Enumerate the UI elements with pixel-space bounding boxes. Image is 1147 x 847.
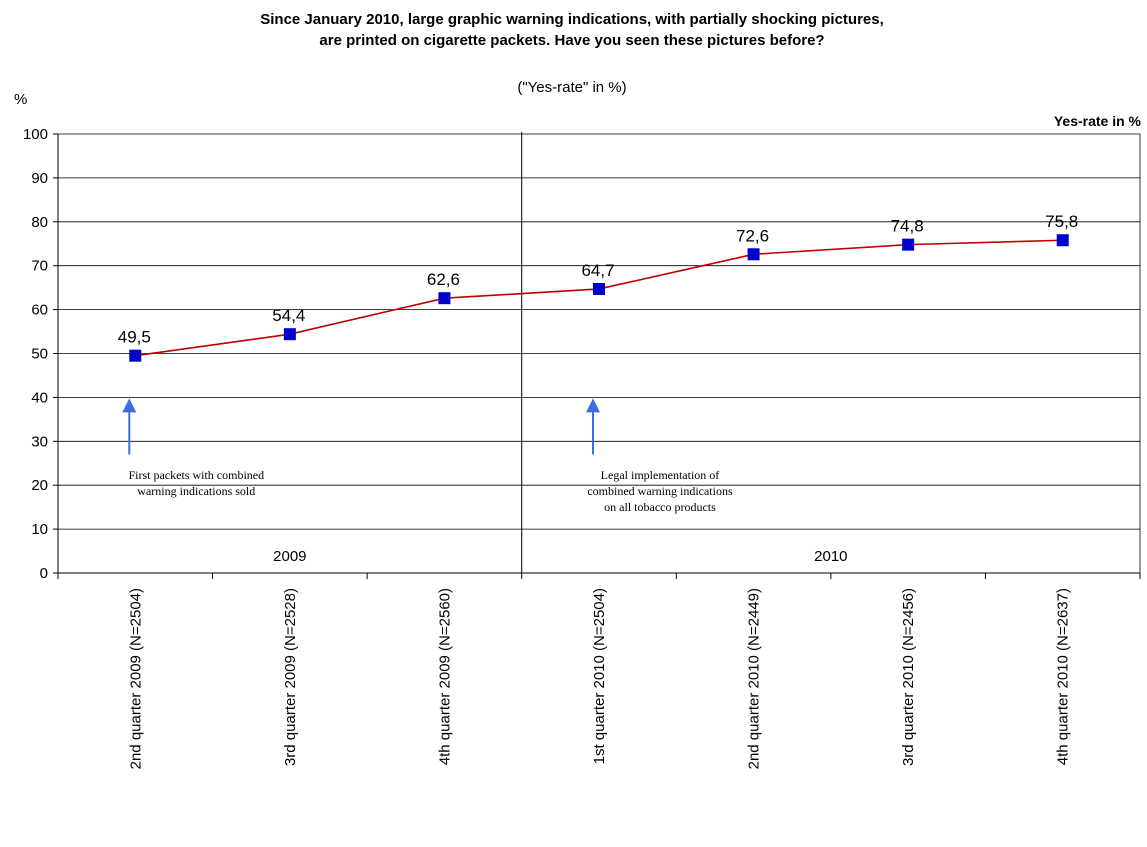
x-tick-label: 4th quarter 2009 (N=2560)	[436, 588, 453, 765]
annotation-text-line: Legal implementation of	[601, 468, 720, 482]
yes-rate-series: 49,5 54,4 62,6 64,7 72,6 74,8 75,8	[118, 212, 1078, 362]
year-groups: 2009 2010	[273, 132, 848, 573]
y-axis: 0 10 20 30 40 50 60 70 80 90 100	[23, 126, 59, 582]
gridlines	[58, 133, 1141, 573]
y-tick-label: 40	[31, 389, 48, 406]
x-tick-label: 3rd quarter 2010 (N=2456)	[900, 588, 917, 766]
data-point	[129, 349, 142, 362]
chart-subtitle: ("Yes-rate" in %)	[517, 79, 626, 96]
annotation-arrow-head	[586, 398, 600, 413]
annotations: First packets with combined warning indic…	[122, 398, 733, 514]
y-tick-label: 60	[31, 302, 48, 319]
data-point	[747, 248, 760, 261]
data-label: 74,8	[891, 217, 924, 236]
y-axis-unit-label: %	[14, 91, 27, 108]
data-label: 64,7	[581, 261, 614, 280]
y-tick-label: 70	[31, 258, 48, 275]
data-point	[593, 282, 605, 295]
data-label: 72,6	[736, 226, 769, 245]
x-tick-label: 2nd quarter 2010 (N=2449)	[746, 588, 763, 769]
annotation-text-line: warning indications sold	[137, 484, 255, 498]
data-label: 75,8	[1045, 212, 1078, 231]
data-point	[902, 238, 915, 251]
x-axis: 2nd quarter 2009 (N=2504) 3rd quarter 200…	[57, 572, 1141, 769]
data-point	[1056, 234, 1069, 247]
data-point	[438, 292, 451, 305]
annotation-text-line: on all tobacco products	[604, 500, 716, 514]
annotation-text-line: First packets with combined	[128, 468, 264, 482]
data-label: 49,5	[118, 328, 151, 347]
y-tick-label: 90	[31, 170, 48, 187]
y-tick-label: 30	[31, 433, 48, 450]
y-tick-label: 0	[40, 565, 48, 582]
y-tick-label: 10	[31, 521, 48, 538]
series-line	[135, 239, 1063, 357]
data-label: 54,4	[272, 306, 305, 325]
annotation: First packets with combined warning indic…	[122, 398, 264, 498]
chart-title-line-1: Since January 2010, large graphic warnin…	[260, 11, 884, 28]
data-point	[283, 328, 296, 341]
year-label: 2009	[273, 548, 306, 565]
x-tick-label: 4th quarter 2010 (N=2637)	[1055, 588, 1072, 765]
y-tick-label: 50	[31, 346, 48, 363]
y-tick-label: 80	[31, 214, 48, 231]
data-label: 62,6	[427, 270, 460, 289]
x-tick-label: 2nd quarter 2009 (N=2504)	[127, 588, 144, 769]
annotation-text-line: combined warning indications	[587, 484, 733, 498]
series-label: Yes-rate in %	[1054, 113, 1142, 129]
chart-title-line-2: are printed on cigarette packets. Have y…	[319, 32, 824, 49]
annotation-arrow-head	[122, 398, 137, 413]
x-tick-label: 1st quarter 2010 (N=2504)	[591, 588, 608, 764]
y-tick-label: 20	[31, 477, 48, 494]
x-tick-label: 3rd quarter 2009 (N=2528)	[282, 588, 299, 766]
annotation: Legal implementation of combined warning …	[586, 398, 733, 514]
y-tick-label: 100	[23, 126, 48, 143]
year-label: 2010	[814, 548, 847, 565]
